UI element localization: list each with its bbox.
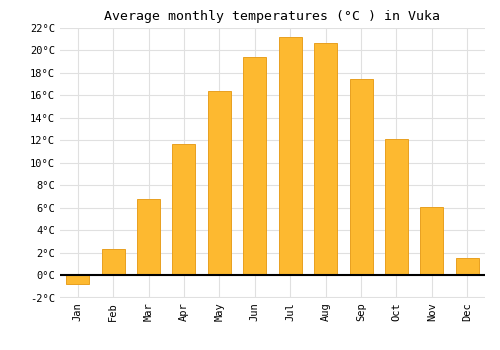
- Bar: [137, 199, 160, 275]
- Bar: [278, 37, 301, 275]
- Bar: [385, 139, 408, 275]
- Bar: [66, 275, 89, 284]
- Title: Average monthly temperatures (°C ) in Vuka: Average monthly temperatures (°C ) in Vu…: [104, 10, 440, 23]
- Bar: [420, 206, 444, 275]
- Bar: [102, 249, 124, 275]
- Bar: [350, 78, 372, 275]
- Bar: [172, 144, 196, 275]
- Bar: [314, 43, 337, 275]
- Bar: [208, 91, 231, 275]
- Bar: [456, 258, 479, 275]
- Bar: [244, 57, 266, 275]
